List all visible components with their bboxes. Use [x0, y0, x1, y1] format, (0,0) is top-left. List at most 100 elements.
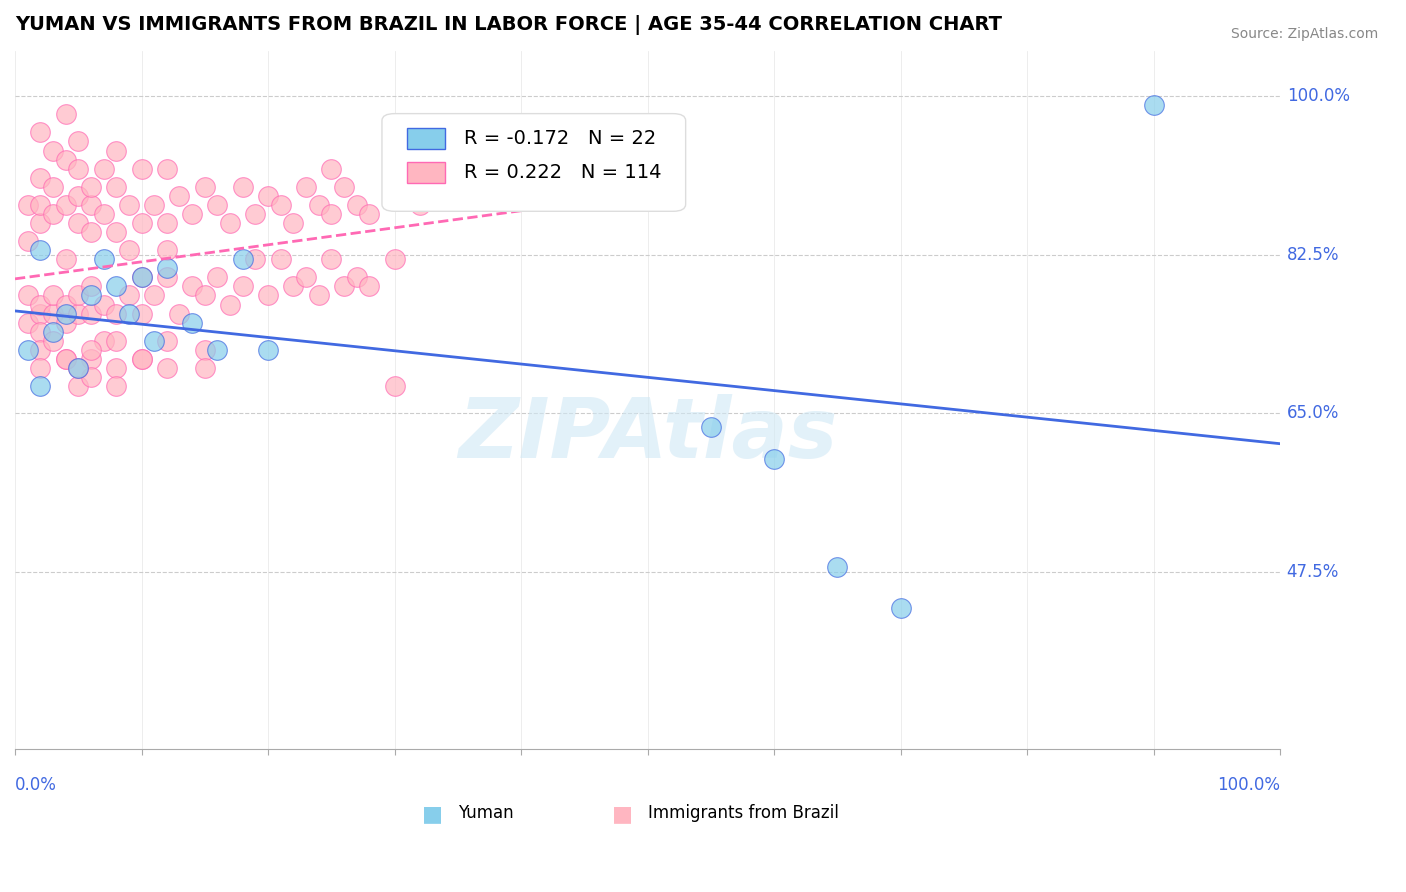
Point: [118, 198, 141, 212]
Point: [181, 316, 204, 330]
Point: [359, 279, 381, 293]
FancyBboxPatch shape: [382, 113, 686, 211]
Point: [384, 379, 406, 393]
Bar: [408, 162, 446, 184]
Point: [30, 379, 52, 393]
Point: [93, 161, 115, 176]
Point: [30, 297, 52, 311]
Point: [80, 307, 103, 321]
Point: [131, 351, 153, 366]
Point: [80, 179, 103, 194]
Point: [219, 297, 242, 311]
Point: [232, 252, 254, 267]
Point: [295, 179, 318, 194]
Point: [55, 107, 77, 121]
Point: [156, 161, 179, 176]
Point: [295, 270, 318, 285]
Point: [30, 198, 52, 212]
Point: [42, 307, 65, 321]
Point: [131, 161, 153, 176]
Text: Source: ZipAtlas.com: Source: ZipAtlas.com: [1230, 27, 1378, 41]
Point: [308, 198, 330, 212]
Point: [105, 144, 128, 158]
Point: [143, 288, 166, 302]
Point: [270, 252, 292, 267]
Point: [67, 361, 90, 376]
Point: [80, 279, 103, 293]
Point: [321, 252, 343, 267]
Point: [55, 252, 77, 267]
Point: [80, 370, 103, 384]
Point: [55, 297, 77, 311]
Point: [118, 288, 141, 302]
Point: [105, 225, 128, 239]
Point: [257, 343, 280, 357]
Text: ■: ■: [612, 805, 633, 824]
Point: [55, 351, 77, 366]
Point: [156, 243, 179, 257]
Point: [55, 351, 77, 366]
Point: [194, 288, 217, 302]
Point: [42, 288, 65, 302]
Point: [181, 279, 204, 293]
Point: [17, 316, 39, 330]
Point: [156, 361, 179, 376]
Point: [232, 279, 254, 293]
Point: [67, 361, 90, 376]
Point: [30, 307, 52, 321]
Point: [67, 307, 90, 321]
Point: [80, 225, 103, 239]
Text: 82.5%: 82.5%: [1286, 245, 1339, 264]
Point: [30, 125, 52, 139]
Point: [219, 216, 242, 230]
Point: [80, 288, 103, 302]
Text: ZIPAtlas: ZIPAtlas: [458, 394, 838, 475]
Point: [232, 179, 254, 194]
Point: [42, 179, 65, 194]
Point: [207, 343, 229, 357]
Point: [207, 270, 229, 285]
Text: 100.0%: 100.0%: [1218, 776, 1281, 795]
Bar: [408, 128, 446, 148]
Text: 47.5%: 47.5%: [1286, 563, 1339, 581]
Point: [169, 189, 191, 203]
Point: [1143, 98, 1166, 112]
Point: [283, 216, 305, 230]
Point: [156, 216, 179, 230]
Point: [30, 343, 52, 357]
Point: [384, 179, 406, 194]
Point: [93, 334, 115, 348]
Point: [30, 361, 52, 376]
Point: [321, 161, 343, 176]
Point: [890, 601, 912, 615]
Point: [55, 198, 77, 212]
Point: [169, 307, 191, 321]
Point: [105, 334, 128, 348]
Text: 65.0%: 65.0%: [1286, 404, 1339, 422]
Point: [447, 144, 470, 158]
Point: [118, 307, 141, 321]
Point: [346, 270, 368, 285]
Point: [131, 216, 153, 230]
Point: [30, 243, 52, 257]
Point: [207, 198, 229, 212]
Point: [308, 288, 330, 302]
Point: [510, 161, 533, 176]
Point: [30, 325, 52, 339]
Point: [105, 361, 128, 376]
Point: [346, 198, 368, 212]
Point: [194, 361, 217, 376]
Point: [67, 379, 90, 393]
Point: [156, 334, 179, 348]
Text: YUMAN VS IMMIGRANTS FROM BRAZIL IN LABOR FORCE | AGE 35-44 CORRELATION CHART: YUMAN VS IMMIGRANTS FROM BRAZIL IN LABOR…: [15, 15, 1002, 35]
Point: [42, 334, 65, 348]
Point: [17, 234, 39, 248]
Point: [93, 207, 115, 221]
Point: [67, 216, 90, 230]
Point: [245, 252, 267, 267]
Point: [763, 451, 786, 466]
Point: [105, 379, 128, 393]
Point: [194, 343, 217, 357]
Point: [105, 307, 128, 321]
Point: [333, 179, 356, 194]
